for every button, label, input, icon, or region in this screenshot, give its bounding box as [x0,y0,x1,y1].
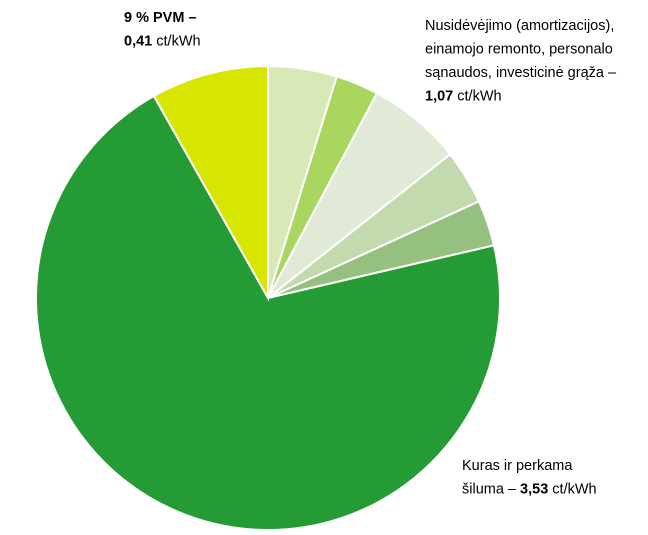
annotation-text: Nusidėvėjimo (amortizacijos), [425,18,614,34]
annotation-value: 0,41 [124,34,152,50]
annotation-line: einamojo remonto, personalo [425,42,613,58]
annotation-value: 3,53 [520,482,548,498]
pie-slice [35,94,501,531]
annotation-text: einamojo remonto, personalo [425,42,613,58]
annotation-line: 0,41 ct/kWh [124,34,201,50]
annotation-line: 9 % PVM – [124,10,197,26]
pie-slice [152,64,269,302]
annotation-text: Kuras ir perkama [462,458,573,474]
annotation-line: Nusidėvėjimo (amortizacijos), [425,18,614,34]
annotation-line: 1,07 ct/kWh [425,89,502,105]
annotation-line: Kuras ir perkama [462,458,573,474]
annotation-value: 9 % PVM – [124,10,197,26]
annotation-text: ct/kWh [453,89,501,105]
annotation-text: šiluma – [462,482,520,498]
annotation-value: 1,07 [425,89,453,105]
annotation-line: šiluma – 3,53 ct/kWh [462,482,597,498]
annotation-text: ct/kWh [548,482,596,498]
annotation-text: sąnaudos, investicinė grąža – [425,65,617,81]
annotation-line: sąnaudos, investicinė grąža – [425,65,617,81]
annotation-text: ct/kWh [152,34,200,50]
